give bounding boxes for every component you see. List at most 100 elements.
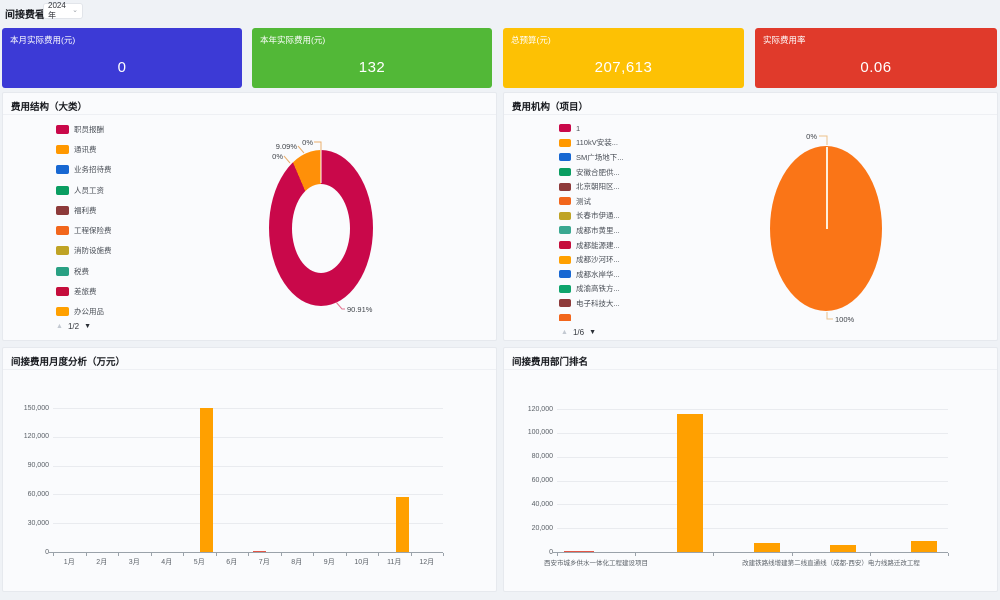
- bar[interactable]: [677, 413, 703, 552]
- legend-swatch: [56, 246, 69, 256]
- y-tick-label: 80,000: [531, 453, 553, 461]
- legend-item[interactable]: 成都水岸华...: [559, 267, 624, 282]
- legend-label: 业务招待费: [74, 165, 112, 175]
- legend-label: 成都能源建...: [576, 240, 620, 250]
- axis-tick: [183, 553, 184, 556]
- x-tick-label: 10月: [354, 559, 370, 566]
- legend-swatch: [559, 226, 571, 235]
- x-tick-label: 11月: [387, 559, 402, 566]
- legend-item[interactable]: 成渝高铁方...: [559, 282, 624, 297]
- axis-tick: [215, 553, 217, 556]
- pie-chart-cost-org[interactable]: [770, 146, 882, 311]
- legend-item[interactable]: 办公用品: [56, 302, 112, 322]
- legend-item[interactable]: 1: [559, 121, 624, 136]
- pager-text: 1/2: [67, 322, 80, 331]
- kpi-card: 总预算(元) 207,613: [503, 28, 744, 88]
- legend-item[interactable]: 长春市伊通...: [559, 209, 624, 224]
- legend-item[interactable]: 差旅费: [56, 281, 112, 301]
- pager-down-icon[interactable]: ▼: [589, 329, 596, 336]
- page-title: 间接费看板: [5, 10, 55, 21]
- legend-item[interactable]: 电子科技大...: [559, 296, 624, 311]
- legend-item[interactable]: 成都能源建...: [559, 238, 624, 253]
- bar[interactable]: [395, 497, 409, 552]
- pager-up-icon[interactable]: ▲: [561, 329, 568, 336]
- legend-item[interactable]: 消防设施费: [56, 241, 112, 261]
- bar[interactable]: [754, 543, 780, 552]
- legend-item[interactable]: 税费: [56, 261, 112, 281]
- legend-swatch: [559, 182, 571, 191]
- legend-item[interactable]: 通讯费: [56, 139, 112, 159]
- panel-title-divider: [504, 114, 997, 115]
- x-tick-label: 12月: [419, 559, 435, 566]
- axis-tick: [345, 553, 347, 556]
- panel-cost-org: 费用机构（项目） 1 110kV安装... SM广场地下... 安徽合肥供... 北京朝…: [503, 92, 998, 341]
- legend-item[interactable]: [559, 311, 624, 321]
- pager-up-icon[interactable]: ▲: [56, 323, 63, 330]
- legend-item[interactable]: 成都市黄里...: [559, 223, 624, 238]
- legend-label: 消防设施费: [74, 246, 112, 256]
- legend-label: 长春市伊通...: [576, 211, 620, 221]
- bar[interactable]: [252, 550, 266, 552]
- panel-title: 间接费用月度分析（万元）: [11, 357, 126, 368]
- legend-swatch: [559, 168, 571, 177]
- y-tick-label: 0: [45, 548, 49, 556]
- axis-tick: [280, 553, 282, 556]
- bar[interactable]: [911, 541, 937, 552]
- pie-label-9pct: 9.09%: [276, 142, 298, 151]
- legend-swatch: [559, 211, 571, 220]
- legend-label: 成都水岸华...: [576, 269, 620, 279]
- legend-item[interactable]: 110kV安装...: [559, 136, 624, 151]
- kpi-value: 0.06: [860, 59, 892, 76]
- axis-tick: [53, 553, 54, 556]
- gridline: [557, 504, 948, 506]
- year-select[interactable]: 2024年 ⌄: [43, 1, 83, 20]
- donut-hole: [292, 184, 350, 273]
- y-tick-label: 40,000: [531, 500, 553, 508]
- axis-tick: [248, 553, 249, 556]
- x-tick-label: 5月: [193, 559, 205, 566]
- axis-tick: [791, 553, 793, 556]
- bar[interactable]: [199, 408, 213, 552]
- pager-down-icon[interactable]: ▼: [84, 323, 91, 330]
- legend-label: 差旅费: [74, 287, 97, 297]
- legend-item[interactable]: 职员报酬: [56, 119, 112, 139]
- legend-item[interactable]: 工程保险费: [56, 220, 112, 240]
- legend-swatch: [56, 205, 69, 215]
- legend-swatch: [56, 185, 69, 195]
- legend-pager: ▲ 1/2 ▼: [56, 322, 91, 331]
- legend-swatch: [559, 138, 571, 147]
- legend-item[interactable]: 成都沙河环...: [559, 252, 624, 267]
- gridline: [53, 494, 443, 496]
- kpi-card: 实际费用率 0.06: [755, 28, 997, 88]
- legend-label: SM广场地下...: [576, 152, 624, 162]
- panel-cost-structure: 费用结构（大类） 职员报酬 通讯费 业务招待费 人员工资 福利费 工程保险费 消防设施费 税费…: [2, 92, 497, 341]
- legend-item[interactable]: 安徽合肥供...: [559, 165, 624, 180]
- x-tick-label: 8月: [291, 559, 303, 566]
- pie-label-90pct: 90.91%: [347, 305, 373, 314]
- legend-item[interactable]: 福利费: [56, 200, 112, 220]
- ranking-bar-chart: 0 20,000 40,000 60,000 80,000 100,000 120,000 西…: [504, 348, 997, 591]
- legend-item[interactable]: SM广场地下...: [559, 150, 624, 165]
- panel-title: 间接费用部门排名: [512, 357, 589, 368]
- legend-item[interactable]: 北京朝阳区...: [559, 179, 624, 194]
- bar[interactable]: [564, 550, 594, 552]
- panel-monthly-analysis: 间接费用月度分析（万元） 0 30,000 60,000 90,000 120,000 1…: [2, 347, 497, 592]
- legend-swatch: [56, 144, 69, 154]
- legend-label: 成都市黄里...: [576, 225, 620, 235]
- legend-item[interactable]: 人员工资: [56, 180, 112, 200]
- kpi-label: 本年实际费用(元): [260, 35, 326, 45]
- bar[interactable]: [830, 545, 856, 552]
- y-tick-label: 20,000: [531, 524, 553, 532]
- legend-label: 北京朝阳区...: [576, 182, 620, 192]
- legend-swatch: [559, 124, 571, 133]
- legend-swatch: [559, 153, 571, 162]
- legend-label: 人员工资: [74, 185, 104, 195]
- pie-label-100pct: 100%: [835, 315, 855, 324]
- legend-swatch: [56, 165, 69, 175]
- legend-item[interactable]: 测试: [559, 194, 624, 209]
- x-tick-label: 西安市城乡供水一体化工程建设项目: [544, 560, 648, 567]
- gridline: [53, 523, 443, 525]
- gridline: [53, 465, 443, 467]
- legend-item[interactable]: 业务招待费: [56, 160, 112, 180]
- axis-tick: [313, 553, 314, 556]
